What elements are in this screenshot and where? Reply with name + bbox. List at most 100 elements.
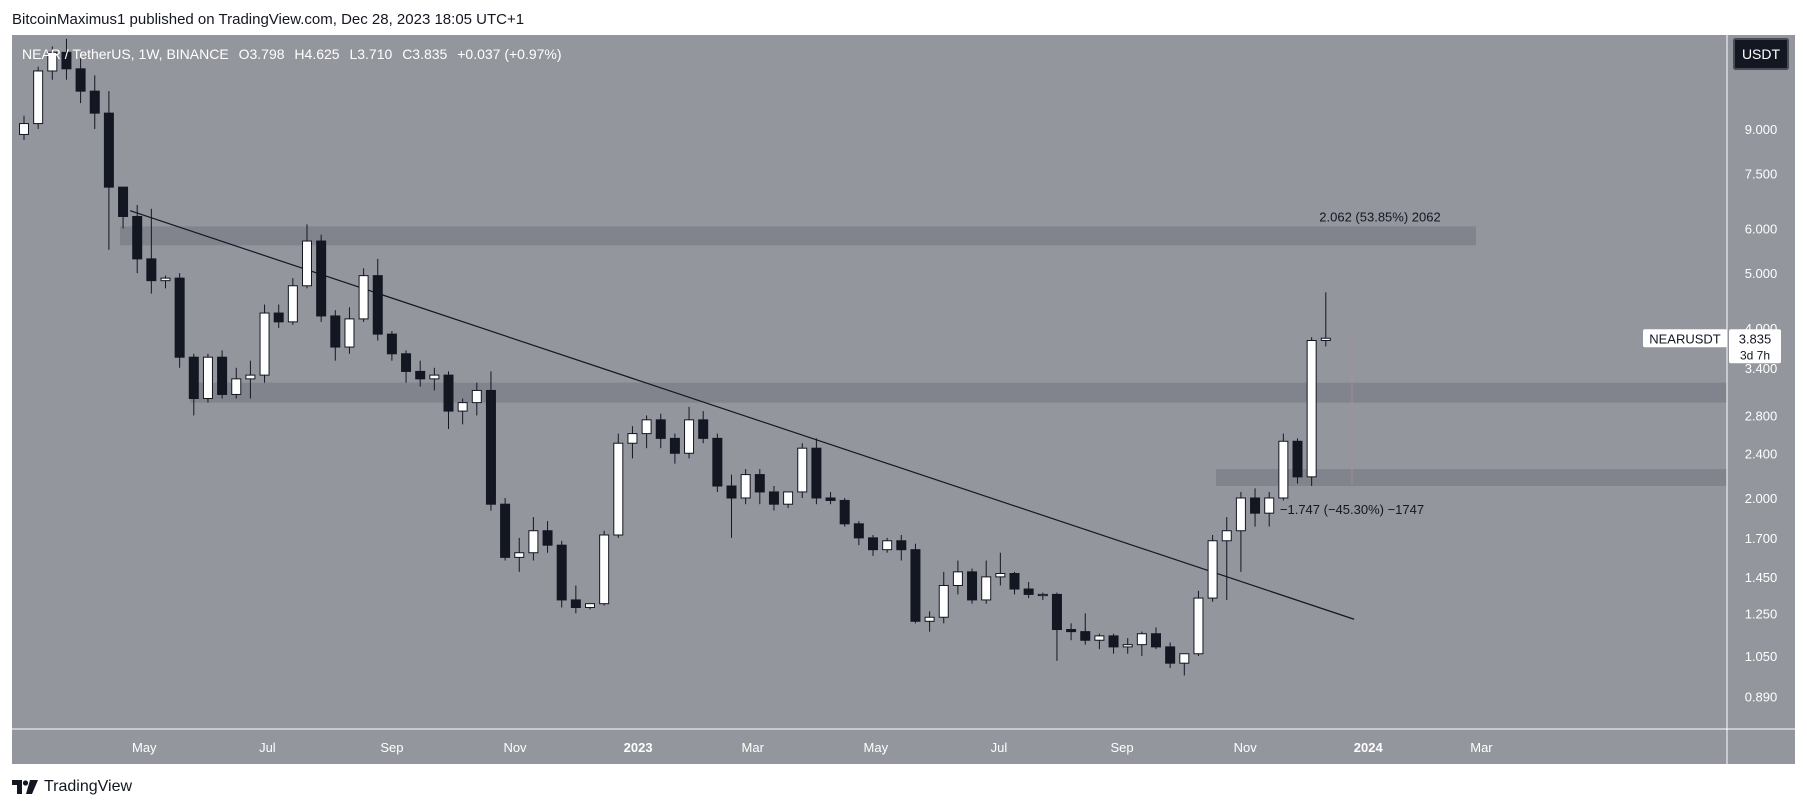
candle-body[interactable] xyxy=(174,277,185,358)
candle-body[interactable] xyxy=(316,240,327,317)
symbol-pair[interactable]: NEAR / TetherUS, 1W, BINANCE xyxy=(22,46,229,62)
candle-body[interactable] xyxy=(698,419,709,439)
candle-body[interactable] xyxy=(1037,593,1048,597)
candle-body[interactable] xyxy=(896,540,907,551)
candle-body[interactable] xyxy=(641,419,652,435)
candle-body[interactable] xyxy=(684,419,695,454)
candle-body[interactable] xyxy=(797,447,808,493)
candle-body[interactable] xyxy=(287,285,298,323)
candle-body[interactable] xyxy=(1108,635,1119,648)
candle-body[interactable] xyxy=(457,402,468,412)
candle-body[interactable] xyxy=(33,70,44,125)
candle-body[interactable] xyxy=(358,275,369,320)
candle-body[interactable] xyxy=(967,571,978,601)
candle-body[interactable] xyxy=(768,491,779,505)
candle-body[interactable] xyxy=(132,215,143,260)
candle-body[interactable] xyxy=(1320,337,1331,342)
candle-body[interactable] xyxy=(1264,497,1275,514)
candle-body[interactable] xyxy=(1278,440,1289,499)
candle-body[interactable] xyxy=(1306,340,1317,478)
candle-body[interactable] xyxy=(302,240,312,287)
candle-body[interactable] xyxy=(47,51,58,72)
candle-body[interactable] xyxy=(89,90,100,114)
candle-body[interactable] xyxy=(1066,629,1077,633)
candle-body[interactable] xyxy=(514,552,525,558)
candle-body[interactable] xyxy=(415,370,426,380)
candle-body[interactable] xyxy=(500,503,511,558)
candle-body[interactable] xyxy=(952,571,963,586)
candle-body[interactable] xyxy=(372,275,383,335)
candle-body[interactable] xyxy=(740,474,751,499)
candle-body[interactable] xyxy=(344,318,355,348)
candle-body[interactable] xyxy=(401,353,412,372)
candle-body[interactable] xyxy=(726,485,737,499)
candle-body[interactable] xyxy=(868,537,878,551)
candle-body[interactable] xyxy=(655,419,666,439)
candle-body[interactable] xyxy=(1193,597,1204,655)
candle-body[interactable] xyxy=(882,540,893,551)
descending-trendline[interactable] xyxy=(129,210,1355,620)
candle-body[interactable] xyxy=(669,437,680,454)
candle-body[interactable] xyxy=(599,534,610,605)
candle-body[interactable] xyxy=(245,374,256,380)
candle-body[interactable] xyxy=(1221,530,1232,542)
candle-body[interactable] xyxy=(217,356,228,395)
candle-body[interactable] xyxy=(1080,631,1091,641)
price-tick-label: 1.250 xyxy=(1745,606,1778,621)
candle-body[interactable] xyxy=(1094,635,1105,641)
candle-body[interactable] xyxy=(103,112,114,188)
candle-body[interactable] xyxy=(1122,644,1133,648)
candle-body[interactable] xyxy=(19,123,29,135)
candle-body[interactable] xyxy=(1151,633,1161,648)
candle-body[interactable] xyxy=(160,277,171,282)
candle-body[interactable] xyxy=(570,599,581,608)
candle-body[interactable] xyxy=(1009,573,1020,590)
candle-body[interactable] xyxy=(938,584,949,618)
candle-body[interactable] xyxy=(273,312,284,323)
candle-body[interactable] xyxy=(712,437,723,487)
candle-body[interactable] xyxy=(118,186,129,217)
support-resistance-zone xyxy=(1216,469,1727,487)
candle-body[interactable] xyxy=(1250,497,1261,514)
tradingview-brand[interactable]: TradingView xyxy=(12,778,132,796)
candle-body[interactable] xyxy=(839,499,850,525)
candle-body[interactable] xyxy=(585,603,595,608)
candle-body[interactable] xyxy=(825,497,836,501)
candle-body[interactable] xyxy=(443,374,454,412)
candle-body[interactable] xyxy=(231,378,242,395)
candle-body[interactable] xyxy=(386,333,397,355)
candle-body[interactable] xyxy=(471,389,482,404)
candle-body[interactable] xyxy=(75,68,86,92)
candle-body[interactable] xyxy=(146,258,157,282)
candle-body[interactable] xyxy=(754,474,765,493)
candle-body[interactable] xyxy=(910,549,921,622)
candle-body[interactable] xyxy=(259,312,270,376)
candle-body[interactable] xyxy=(485,389,496,505)
candle-body[interactable] xyxy=(811,447,822,499)
candle-body[interactable] xyxy=(924,616,935,622)
candle-body[interactable] xyxy=(1136,633,1147,646)
candle-body[interactable] xyxy=(61,51,72,70)
candle-body[interactable] xyxy=(613,442,624,536)
candle-body[interactable] xyxy=(981,576,992,601)
candle-body[interactable] xyxy=(1165,646,1176,664)
candle-body[interactable] xyxy=(1023,588,1034,595)
candle-body[interactable] xyxy=(995,573,1006,578)
candle-body[interactable] xyxy=(188,356,199,400)
candle-body[interactable] xyxy=(627,433,638,444)
candle-body[interactable] xyxy=(1235,497,1246,532)
candle-body[interactable] xyxy=(542,530,553,546)
candle-body[interactable] xyxy=(1207,540,1218,599)
candle-body[interactable] xyxy=(528,530,539,554)
candle-body[interactable] xyxy=(853,523,864,539)
candle-body[interactable] xyxy=(1292,440,1303,478)
currency-button[interactable]: USDT xyxy=(1733,38,1789,70)
candle-body[interactable] xyxy=(202,356,213,400)
candle-body[interactable] xyxy=(783,491,794,505)
candle-body[interactable] xyxy=(330,315,341,348)
candle-body[interactable] xyxy=(1179,653,1190,664)
candle-body[interactable] xyxy=(1051,593,1062,631)
candle-body[interactable] xyxy=(429,374,440,380)
candle-body[interactable] xyxy=(556,544,567,601)
